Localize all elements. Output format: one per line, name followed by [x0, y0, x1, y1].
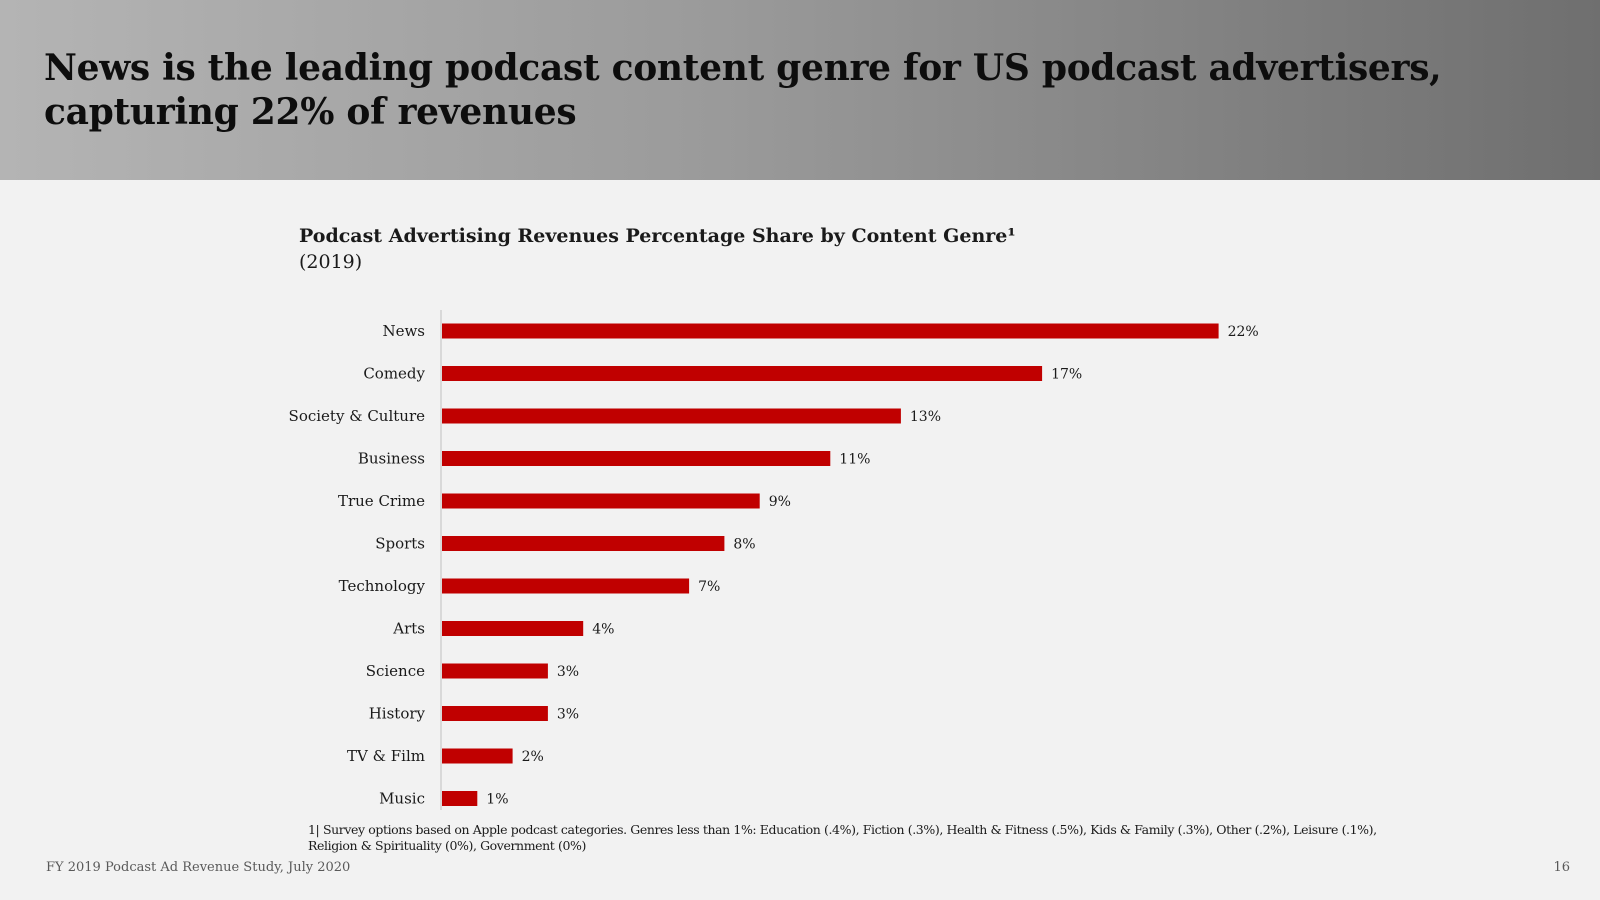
chart-subtitle: (2019) [299, 251, 363, 273]
category-label: Society & Culture [289, 407, 426, 425]
category-label: Science [366, 662, 425, 680]
data-label: 17% [1051, 367, 1082, 383]
category-label: Business [358, 450, 425, 468]
data-label: 22% [1228, 324, 1259, 340]
header-banner: News is the leading podcast content genr… [0, 0, 1600, 180]
bar [442, 578, 690, 594]
category-label: Technology [339, 577, 426, 595]
page-number: 16 [1553, 860, 1570, 875]
bar [442, 366, 1043, 381]
data-label: 3% [557, 707, 579, 723]
bar [442, 706, 548, 721]
data-label: 3% [557, 664, 579, 680]
footnote: 1| Survey options based on Apple podcast… [308, 822, 1377, 853]
bar [442, 663, 548, 679]
bar [442, 408, 901, 424]
data-label: 13% [910, 409, 941, 425]
category-label: Comedy [363, 365, 425, 383]
data-label: 1% [486, 792, 508, 808]
bar [442, 621, 584, 636]
data-label: 8% [733, 537, 755, 553]
category-label: True Crime [338, 492, 425, 510]
data-label: 9% [769, 494, 791, 510]
chart-title: Podcast Advertising Revenues Percentage … [299, 225, 1016, 247]
category-label: News [382, 322, 425, 340]
data-label: 11% [839, 452, 870, 468]
category-label: Arts [392, 620, 425, 638]
bar [442, 493, 760, 509]
category-label: Music [379, 790, 425, 808]
page-title: News is the leading podcast content genr… [44, 47, 1442, 133]
category-label: History [369, 705, 426, 723]
data-label: 4% [592, 622, 614, 638]
bar [442, 748, 513, 764]
bar [442, 536, 725, 551]
bar [442, 791, 478, 806]
bar [442, 323, 1219, 339]
data-label: 2% [522, 749, 544, 765]
category-label: Sports [375, 535, 425, 553]
source-footer: FY 2019 Podcast Ad Revenue Study, July 2… [46, 860, 351, 875]
category-label: TV & Film [347, 747, 425, 765]
bar [442, 451, 831, 466]
data-label: 7% [698, 579, 720, 595]
